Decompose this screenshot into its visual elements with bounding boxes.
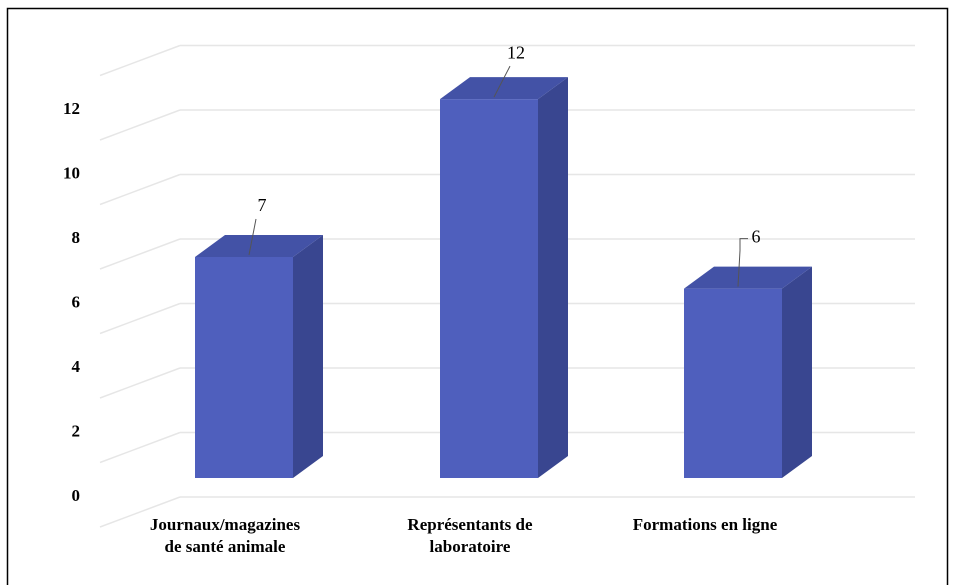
leader-line xyxy=(737,238,748,287)
grid-line xyxy=(99,109,181,141)
grid-line xyxy=(99,367,181,399)
grid-line xyxy=(99,431,181,464)
grid-line xyxy=(99,302,181,335)
bar-top xyxy=(684,266,812,289)
bar-side xyxy=(782,266,812,478)
y-tick-label: 12 xyxy=(63,99,80,118)
grid-line xyxy=(99,496,181,528)
data-label: 6 xyxy=(752,227,761,247)
bar-side xyxy=(293,235,323,478)
y-tick-label: 6 xyxy=(72,292,81,311)
bar-front xyxy=(195,257,293,478)
x-tick-label: Journaux/magazines de santé animale xyxy=(149,515,301,556)
leader-line xyxy=(248,218,257,256)
leader-line xyxy=(493,65,511,98)
grid-line xyxy=(99,238,181,270)
bar xyxy=(440,77,568,479)
bar-top xyxy=(440,77,568,100)
grid-line xyxy=(99,44,181,77)
chart-frame xyxy=(6,7,949,585)
x-tick-label: Formations en ligne xyxy=(632,515,778,534)
bar-top xyxy=(195,235,323,257)
x-tick-label: Représentants de laboratoire xyxy=(407,515,533,556)
y-tick-label: 4 xyxy=(72,357,81,376)
bar xyxy=(195,235,323,478)
y-tick-label: 2 xyxy=(72,421,81,440)
data-label: 12 xyxy=(507,42,525,62)
y-tick-label: 10 xyxy=(63,163,80,182)
bar xyxy=(684,266,812,478)
bar-front xyxy=(440,99,538,479)
data-label: 7 xyxy=(258,195,267,215)
y-tick-label: 8 xyxy=(72,228,81,247)
grid-line xyxy=(99,173,181,206)
bar-side xyxy=(538,77,568,479)
bar-front xyxy=(684,288,782,478)
y-tick-label: 0 xyxy=(72,486,81,505)
